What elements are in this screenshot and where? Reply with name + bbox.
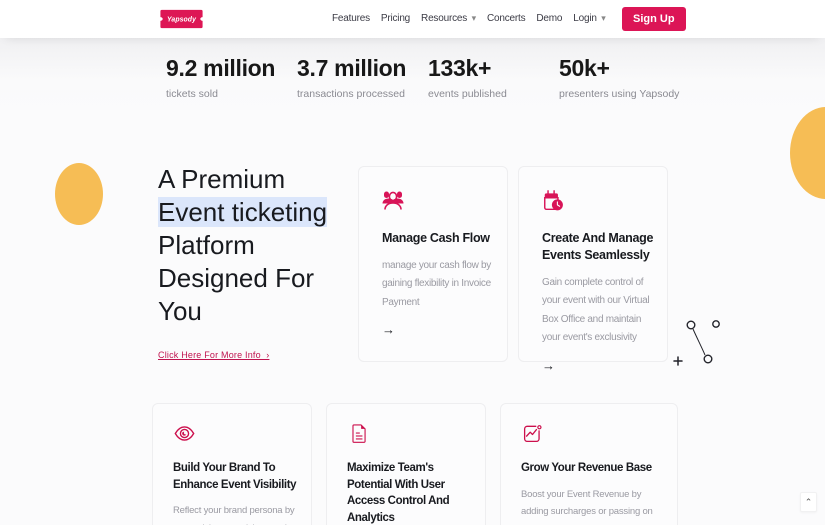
svg-text:Yapsody: Yapsody — [167, 16, 197, 23]
